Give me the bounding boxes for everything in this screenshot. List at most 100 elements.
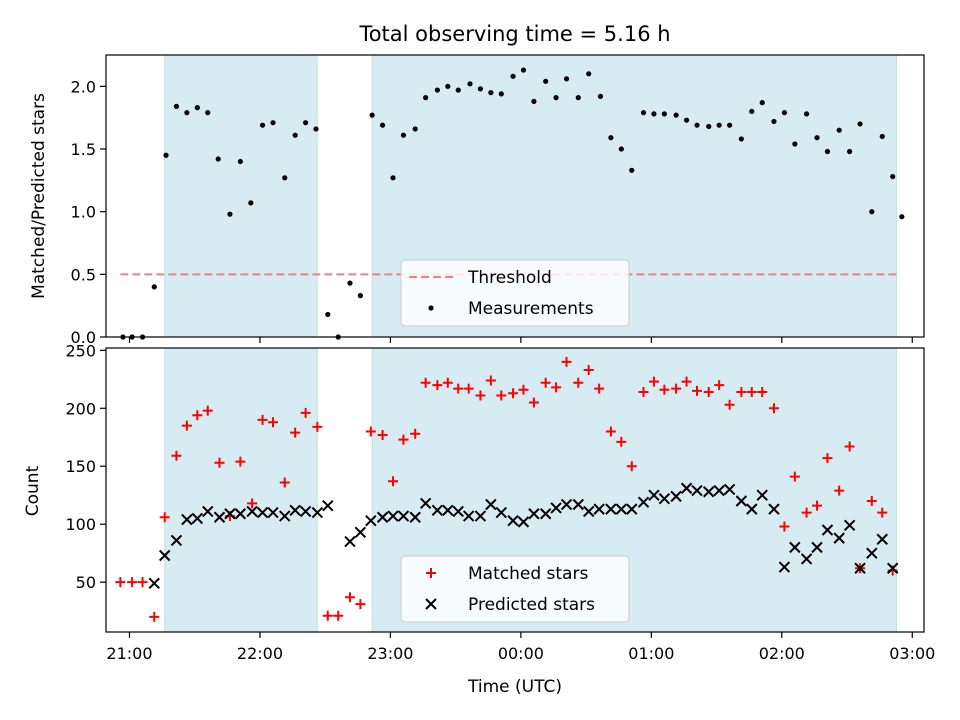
matched-stars-point-27 xyxy=(410,428,421,439)
legend-box xyxy=(400,259,630,327)
matched-stars-point-61 xyxy=(779,521,790,532)
measurements-point-58 xyxy=(749,108,755,114)
matched-stars-point-39 xyxy=(540,377,551,388)
matched-stars-point-33 xyxy=(475,390,486,401)
time-x-axis: 21:00 22:00 23:00 00:00 01:00 02:00 03:00 xyxy=(106,632,935,663)
measurements-point-51 xyxy=(673,112,679,118)
time-x-axis-label: Time (UTC) xyxy=(467,677,562,697)
predicted-stars-point-17 xyxy=(344,535,356,548)
matched-stars-point-65 xyxy=(822,453,833,464)
y-tick-label-1: 0.5 xyxy=(71,265,96,284)
x-tick-label-0: 21:00 xyxy=(106,644,152,663)
predicted-stars-point-37 xyxy=(560,498,573,511)
matched-stars-point-30 xyxy=(442,377,453,388)
legend-box xyxy=(400,555,630,623)
predicted-stars-point-1 xyxy=(159,549,171,562)
predicted-stars-point-46 xyxy=(658,492,671,505)
matched-stars-point-5 xyxy=(171,450,182,461)
predicted-stars-point-20 xyxy=(376,511,389,523)
predicted-stars-point-9 xyxy=(246,505,258,518)
predicted-stars-point-42 xyxy=(615,503,628,515)
predicted-stars-point-2 xyxy=(170,534,183,547)
measurements-point-8 xyxy=(205,110,211,116)
measurements-point-30 xyxy=(445,83,451,89)
predicted-stars-point-52 xyxy=(723,483,736,496)
predicted-stars-point-59 xyxy=(800,553,813,565)
matched-stars-point-45 xyxy=(605,426,616,437)
predicted-stars-point-56 xyxy=(768,503,780,515)
measurements-point-45 xyxy=(608,135,614,141)
predicted-stars-point-34 xyxy=(528,508,540,520)
predicted-stars-point-25 xyxy=(431,504,444,516)
predicted-stars-point-30 xyxy=(485,498,497,511)
matched-stars-point-57 xyxy=(736,387,747,398)
x-tick-label-3: 00:00 xyxy=(498,644,544,663)
matched-stars-point-20 xyxy=(333,610,344,621)
matched-stars-point-11 xyxy=(235,456,246,467)
matched-stars-point-44 xyxy=(594,383,605,394)
measurements-point-61 xyxy=(781,110,788,116)
matched-stars-point-1 xyxy=(127,577,138,588)
legend-label-1: Matched stars xyxy=(468,564,588,584)
predicted-stars-point-39 xyxy=(583,505,595,518)
predicted-stars-point-32 xyxy=(507,515,519,527)
predicted-stars-point-13 xyxy=(289,504,301,516)
measurements-point-7 xyxy=(194,105,200,111)
legend-label-1: Threshold xyxy=(467,268,552,288)
predicted-stars-point-47 xyxy=(670,490,682,503)
predicted-stars-point-63 xyxy=(843,519,856,532)
predicted-stars-point-36 xyxy=(550,502,562,514)
predicted-stars-point-11 xyxy=(267,506,279,519)
matched-stars-point-0 xyxy=(115,577,126,588)
measurements-point-6 xyxy=(184,110,190,116)
predicted-stars-point-31 xyxy=(495,506,508,519)
predicted-stars-point-44 xyxy=(637,496,650,508)
matched-stars-point-63 xyxy=(801,507,812,518)
matched-stars-point-24 xyxy=(377,429,388,440)
measurements-point-18 xyxy=(313,126,319,132)
predicted-stars-point-54 xyxy=(746,503,758,515)
y-tick-label-3: 200 xyxy=(65,399,96,418)
matched-stars-point-58 xyxy=(746,387,757,398)
matched-stars-point-16 xyxy=(290,427,301,438)
predicted-stars-point-21 xyxy=(387,510,399,522)
matched-stars-point-49 xyxy=(648,376,659,387)
measurements-point-48 xyxy=(640,110,647,116)
matched-stars-point-38 xyxy=(528,397,539,408)
measurements-point-36 xyxy=(510,73,516,79)
count-series-layer xyxy=(115,356,899,622)
measurements-point-23 xyxy=(369,112,375,118)
measurements-point-14 xyxy=(270,120,276,126)
measurements-point-34 xyxy=(488,90,494,96)
matched-stars-point-56 xyxy=(724,399,735,410)
predicted-stars-point-35 xyxy=(539,508,552,520)
matched-stars-point-36 xyxy=(508,388,519,399)
predicted-stars-point-55 xyxy=(756,489,768,501)
legend-swatch-dot xyxy=(428,305,434,311)
y-tick-label-0: 0.0 xyxy=(71,328,96,347)
ratio-x-ticks xyxy=(128,337,913,343)
predicted-stars-point-28 xyxy=(462,510,475,522)
measurements-point-21 xyxy=(347,280,353,286)
predicted-stars-point-50 xyxy=(703,486,715,498)
predicted-stars-point-60 xyxy=(811,541,823,554)
matched-stars-point-13 xyxy=(257,414,268,425)
matched-stars-point-37 xyxy=(518,384,529,395)
y-tick-label-1: 100 xyxy=(65,515,96,534)
predicted-stars-point-58 xyxy=(789,541,801,554)
measurements-point-72 xyxy=(899,214,905,220)
measurements-point-26 xyxy=(400,132,407,138)
measurements-point-53 xyxy=(694,122,700,128)
predicted-stars-point-4 xyxy=(191,512,204,525)
shaded-span-1 xyxy=(164,347,318,633)
y-tick-label-3: 1.5 xyxy=(71,140,96,159)
matched-stars-point-64 xyxy=(812,500,823,511)
measurements-point-65 xyxy=(824,148,831,155)
measurements-point-11 xyxy=(237,158,243,165)
measurements-point-25 xyxy=(390,175,396,181)
predicted-stars-point-38 xyxy=(572,498,584,511)
x-tick-label-1: 22:00 xyxy=(237,644,283,663)
ratio-y-axis-label: Matched/Predicted stars xyxy=(29,93,49,299)
matched-stars-point-48 xyxy=(638,387,649,398)
measurements-point-55 xyxy=(716,122,722,128)
